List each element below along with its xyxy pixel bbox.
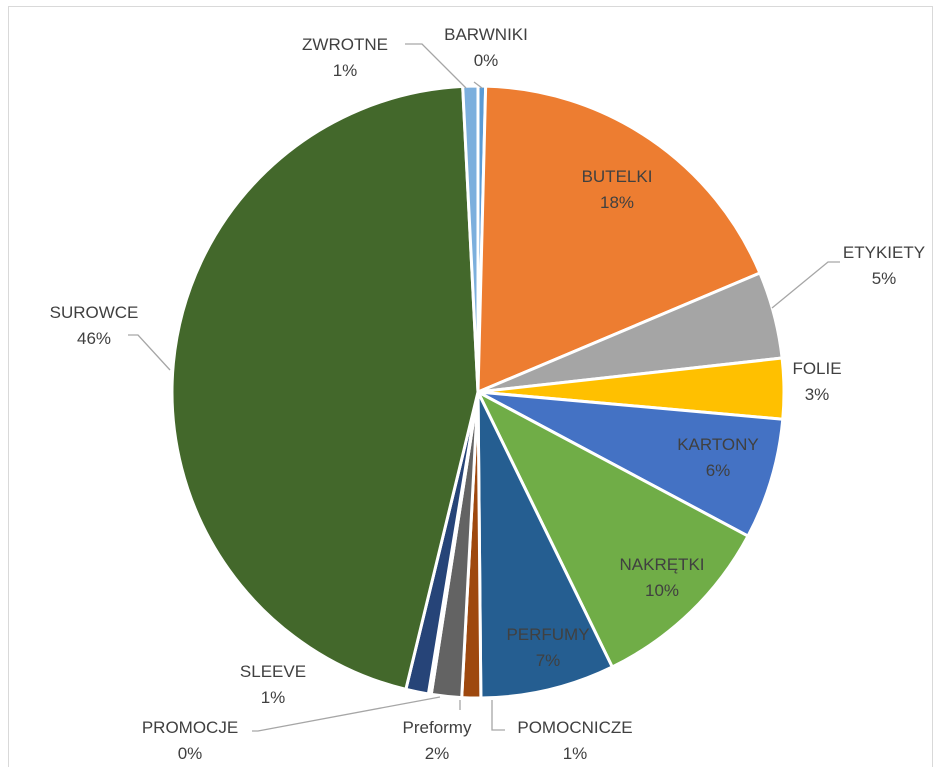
pie-slice-zwrotne	[461, 84, 480, 394]
slice-name-preformy: Preformy	[403, 718, 472, 737]
slice-label-zwrotne: ZWROTNE 1%	[302, 35, 388, 80]
pie-slice-butelki	[476, 84, 762, 394]
slice-name-butelki: BUTELKI	[582, 167, 653, 186]
slice-label-kartony: KARTONY 6%	[677, 435, 759, 480]
leader-line-surowce	[128, 334, 171, 371]
chart-frame	[8, 6, 933, 767]
leader-line-promocje	[252, 696, 441, 732]
slice-name-folie: FOLIE	[792, 359, 841, 378]
slice-label-nakre-tki: NAKRĘTKI 10%	[619, 555, 704, 600]
pie-slice-nakre-tki	[476, 390, 750, 669]
slice-label-folie: FOLIE 3%	[792, 359, 841, 404]
slice-percent-etykiety: 5%	[872, 269, 897, 288]
pie-slice-kartony	[476, 390, 785, 538]
slice-label-etykiety: ETYKIETY 5%	[843, 243, 925, 288]
pie-slice-surowce	[170, 84, 480, 691]
slice-name-etykiety: ETYKIETY	[843, 243, 925, 262]
pie-slice-perfumy	[476, 390, 614, 700]
slice-name-barwniki: BARWNIKI	[444, 25, 528, 44]
leader-line-zwrotne	[405, 43, 467, 89]
slice-name-promocje: PROMOCJE	[142, 718, 238, 737]
slice-percent-kartony: 6%	[706, 461, 731, 480]
slice-label-preformy: Preformy 2%	[403, 718, 472, 763]
slice-label-butelki: BUTELKI 18%	[582, 167, 653, 212]
slice-label-sleeve: SLEEVE 1%	[240, 662, 306, 707]
pie-slices	[170, 84, 786, 700]
slice-name-pomocnicze: POMOCNICZE	[517, 718, 632, 737]
slice-label-pomocnicze: POMOCNICZE 1%	[517, 718, 632, 763]
slice-name-surowce: SUROWCE	[50, 303, 139, 322]
leader-lines	[128, 43, 840, 732]
slice-label-barwniki: BARWNIKI 0%	[444, 25, 528, 70]
slice-name-zwrotne: ZWROTNE	[302, 35, 388, 54]
slice-name-kartony: KARTONY	[677, 435, 759, 454]
slice-percent-folie: 3%	[805, 385, 830, 404]
slice-percent-nakre-tki: 10%	[645, 581, 679, 600]
slice-name-nakre-tki: NAKRĘTKI	[619, 555, 704, 574]
slice-percent-perfumy: 7%	[536, 651, 561, 670]
slice-label-promocje: PROMOCJE 0%	[142, 718, 238, 763]
slice-label-perfumy: PERFUMY 7%	[506, 625, 589, 670]
slice-percent-preformy: 2%	[425, 744, 450, 763]
slice-labels: BARWNIKI 0% BUTELKI 18% ETYKIETY 5% FOLIE 3% KAR…	[50, 25, 925, 763]
leader-line-pomocnicze	[491, 700, 505, 731]
slice-percent-sleeve: 1%	[261, 688, 286, 707]
slice-percent-promocje: 0%	[178, 744, 203, 763]
slice-percent-pomocnicze: 1%	[563, 744, 588, 763]
slice-name-sleeve: SLEEVE	[240, 662, 306, 681]
slice-percent-butelki: 18%	[600, 193, 634, 212]
slice-percent-surowce: 46%	[77, 329, 111, 348]
slice-percent-barwniki: 0%	[474, 51, 499, 70]
slice-name-perfumy: PERFUMY	[506, 625, 589, 644]
leader-line-barwniki	[473, 81, 483, 89]
slice-percent-zwrotne: 1%	[333, 61, 358, 80]
leader-line-etykiety	[771, 261, 840, 309]
slice-label-surowce: SUROWCE 46%	[50, 303, 139, 348]
